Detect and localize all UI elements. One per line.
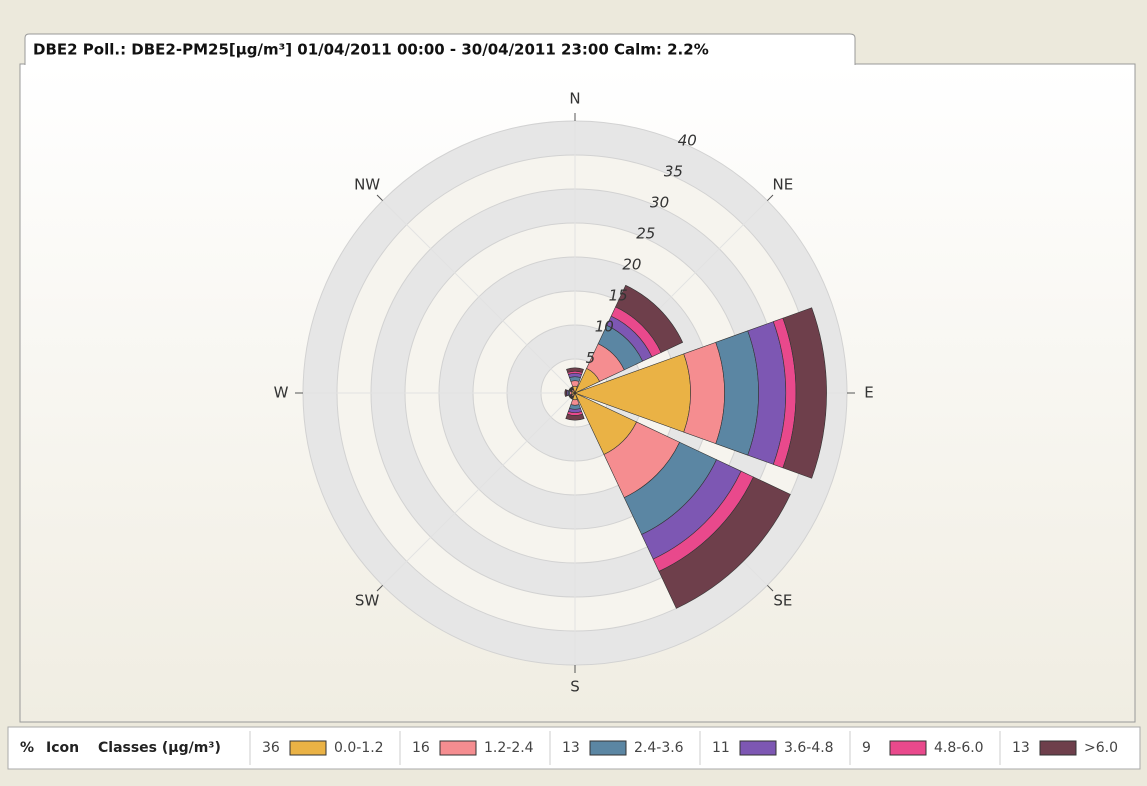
chart-title: DBE2 Poll.: DBE2-PM25[µg/m³] 01/04/2011 … [33,41,709,59]
sector-segment [658,476,791,609]
legend-box [7,726,1141,770]
radial-tick-label: 10 [595,318,614,336]
legend-share: 13 [562,740,580,756]
legend-swatch [889,740,927,756]
legend-label: 1.2-2.4 [484,740,534,756]
direction-label: NW [354,176,380,194]
radial-tick-label: 20 [622,256,641,274]
legend-swatch [589,740,627,756]
legend-swatch [1039,740,1077,756]
radial-tick-label: 5 [586,349,596,367]
legend-label: >6.0 [1084,740,1118,756]
direction-label: SW [355,591,380,609]
spoke-tick [766,194,774,202]
direction-label: E [864,384,873,402]
direction-label: SE [773,591,792,609]
radial-tick-label: 15 [609,287,628,305]
legend-share: 13 [1012,740,1030,756]
direction-label: S [570,678,580,696]
legend-label: 0.0-1.2 [334,740,384,756]
legend-swatch [289,740,327,756]
sector-segment [564,389,568,397]
direction-label: N [569,90,580,108]
sector-segment [570,380,580,387]
legend-share: 36 [262,740,280,756]
sector-segment [782,307,827,479]
sector-segment [570,399,580,406]
spoke [382,392,576,586]
sector-segment [566,367,584,373]
radial-tick-label: 35 [664,162,683,180]
spoke-tick [376,584,384,592]
spoke-tick [376,194,384,202]
legend-header: % [20,740,34,756]
legend-share: 9 [862,740,871,756]
legend-label: 3.6-4.8 [784,740,834,756]
sector-segment [568,386,573,391]
legend-share: 11 [712,740,730,756]
sector-segment [615,284,684,353]
sector-segment [565,413,585,421]
legend-share: 16 [412,740,430,756]
legend: % Icon Classes (µg/m³) 36 0.0-1.2 16 1.2-2.4 13… [20,731,1118,765]
spoke [382,200,576,394]
radial-tick-label: 25 [636,225,655,243]
legend-label: 4.8-6.0 [934,740,984,756]
title-tab [24,33,856,65]
direction-label: NE [773,176,794,194]
radial-tick-label: 30 [650,193,669,211]
legend-header: Icon [46,740,79,756]
legend-swatch [739,740,777,756]
legend-label: 2.4-3.6 [634,740,684,756]
sector-segment [568,395,573,400]
legend-swatch [439,740,477,756]
radial-tick-label: 40 [678,131,697,149]
spoke-tick [766,584,774,592]
direction-label: W [274,384,289,402]
legend-header: Classes (µg/m³) [98,740,221,756]
